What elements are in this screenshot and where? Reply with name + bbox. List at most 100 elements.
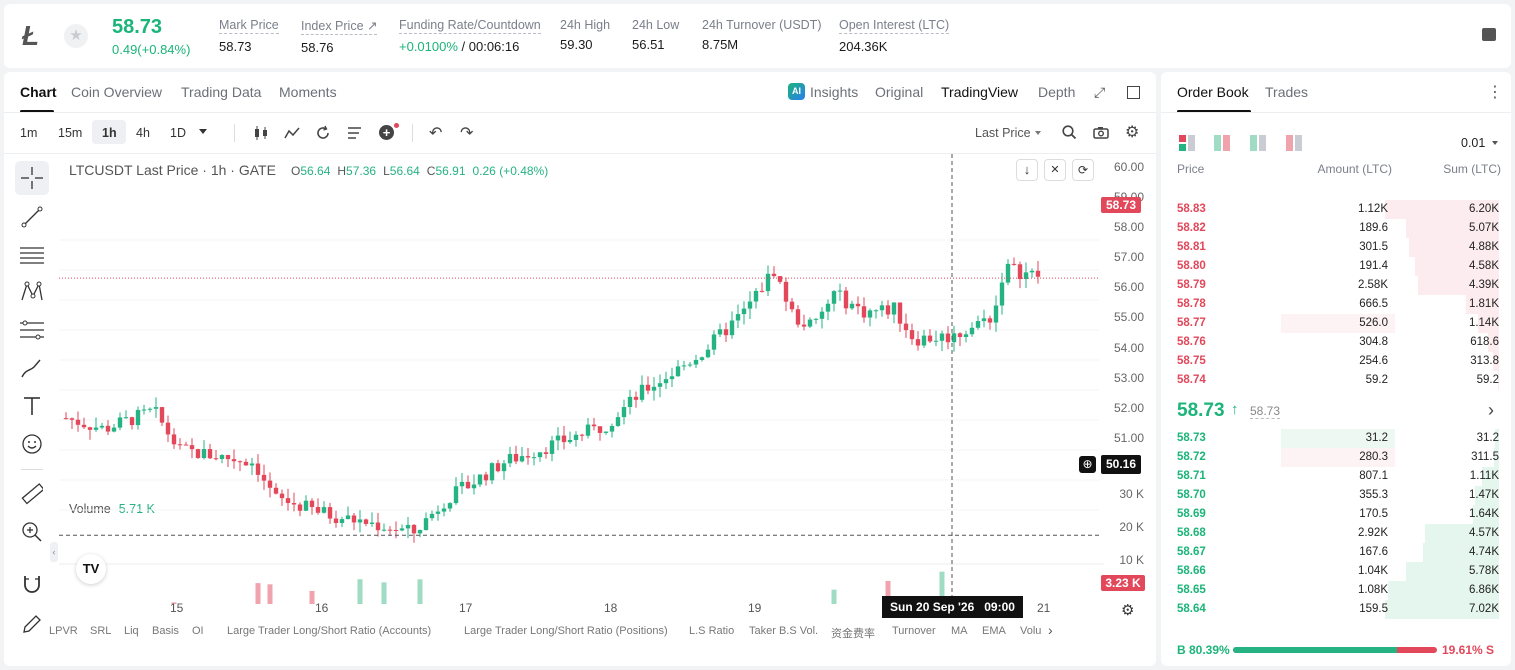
candle-body — [843, 290, 849, 309]
trendline-tool-icon[interactable] — [15, 200, 49, 234]
gear-icon[interactable]: ⚙ — [1125, 124, 1140, 141]
scroll-down-icon[interactable]: ↓ — [1016, 159, 1038, 181]
pen-lock-tool-icon[interactable] — [15, 607, 49, 641]
tab-order-book[interactable]: Order Book — [1177, 84, 1249, 100]
indicator-tab[interactable]: Large Trader Long/Short Ratio (Accounts) — [227, 625, 432, 637]
fibonacci-tool-icon[interactable] — [15, 313, 49, 347]
bid-row[interactable]: 58.66 1.04K 5.78K — [1161, 562, 1511, 581]
add-indicator-icon[interactable]: + — [379, 125, 394, 140]
compare-icon[interactable] — [315, 125, 331, 141]
indicator-tab[interactable]: LPVR — [49, 625, 78, 637]
book-icon[interactable] — [1482, 28, 1496, 41]
candle-body — [273, 487, 279, 494]
indicator-tab[interactable]: SRL — [90, 625, 112, 637]
bid-row[interactable]: 58.69 170.5 1.64K — [1161, 505, 1511, 524]
ask-amount: 1.12K — [1357, 203, 1388, 215]
bid-row[interactable]: 58.71 807.1 1.11K — [1161, 467, 1511, 486]
indicator-tab[interactable]: Liq — [124, 625, 139, 637]
candlestick-chart[interactable] — [4, 154, 1156, 604]
precision-chevron-down-icon[interactable] — [1492, 141, 1498, 145]
ask-row[interactable]: 58.82 189.6 5.07K — [1161, 219, 1511, 238]
view-bids-icon[interactable] — [1250, 135, 1266, 151]
indicator-tab[interactable]: MA — [951, 625, 968, 637]
candle-type-icon[interactable] — [253, 126, 269, 140]
ask-row[interactable]: 58.80 191.4 4.58K — [1161, 257, 1511, 276]
camera-icon[interactable] — [1093, 126, 1109, 139]
indicator-tab[interactable]: 资金费率 — [831, 628, 875, 640]
indicator-tab[interactable]: Volu — [1020, 625, 1042, 637]
template-icon[interactable] — [347, 126, 363, 140]
tab-moments[interactable]: Moments — [279, 84, 337, 100]
text-tool-icon[interactable] — [15, 389, 49, 423]
ask-row[interactable]: 58.79 2.58K 4.39K — [1161, 276, 1511, 295]
bid-row[interactable]: 58.67 167.6 4.74K — [1161, 543, 1511, 562]
mid-chevron-right-icon[interactable]: › — [1488, 400, 1494, 420]
ask-row[interactable]: 58.77 526.0 1.14K — [1161, 314, 1511, 333]
indicator-tab[interactable]: Large Trader Long/Short Ratio (Positions… — [464, 625, 668, 637]
indicator-tab[interactable]: Turnover — [892, 625, 936, 637]
crosshair-tool-icon[interactable] — [15, 161, 49, 195]
brush-tool-icon[interactable] — [15, 351, 49, 385]
view-both-alt-icon[interactable] — [1214, 135, 1230, 151]
indicator-tab[interactable]: OI — [192, 625, 204, 637]
precision-select[interactable]: 0.01 — [1461, 136, 1486, 150]
bid-row[interactable]: 58.70 355.3 1.47K — [1161, 486, 1511, 505]
indicator-tab[interactable]: Basis — [152, 625, 179, 637]
ask-row[interactable]: 58.81 301.5 4.88K — [1161, 238, 1511, 257]
magnet-tool-icon[interactable] — [15, 567, 49, 601]
price-type-chevron-down-icon[interactable] — [1035, 131, 1041, 135]
ask-row[interactable]: 58.78 666.5 1.81K — [1161, 295, 1511, 314]
favorite-star-icon[interactable]: ★ — [64, 24, 88, 48]
tab-coin-overview[interactable]: Coin Overview — [71, 84, 163, 100]
window-icon[interactable] — [1127, 86, 1140, 99]
price-type-select[interactable]: Last Price — [975, 126, 1031, 140]
indicator-tab[interactable]: EMA — [982, 625, 1006, 637]
indicator-tab[interactable]: L.S Ratio — [689, 625, 735, 637]
index-price-stat[interactable]: Index Price ↗ 58.76 — [301, 18, 378, 55]
more-options-icon[interactable]: ⋮ — [1487, 84, 1503, 101]
zoom-in-tool-icon[interactable] — [15, 515, 49, 549]
view-asks-icon[interactable] — [1286, 135, 1302, 151]
ask-row[interactable]: 58.75 254.6 313.8 — [1161, 352, 1511, 371]
index-price-label[interactable]: Index Price ↗ — [301, 19, 378, 35]
interval-1d[interactable]: 1D — [170, 126, 186, 140]
tab-chart[interactable]: Chart — [20, 84, 57, 100]
funding-rate-label: Funding Rate/Countdown — [399, 18, 541, 34]
chart-settings-icon[interactable]: ⚙ — [1121, 602, 1135, 619]
tab-depth[interactable]: Depth — [1038, 84, 1076, 100]
indicators-next-icon[interactable]: › — [1048, 622, 1053, 638]
ask-row[interactable]: 58.76 304.8 618.6 — [1161, 333, 1511, 352]
bid-row[interactable]: 58.73 31.2 31.2 — [1161, 429, 1511, 448]
collapse-toolbar-icon[interactable]: ‹ — [50, 542, 58, 562]
tab-trades[interactable]: Trades — [1265, 84, 1309, 100]
undo-icon[interactable]: ↶ — [429, 125, 443, 142]
horizontal-lines-tool-icon[interactable] — [15, 238, 49, 272]
interval-1h[interactable]: 1h — [102, 126, 117, 140]
reset-chart-icon[interactable]: ⟳ — [1072, 159, 1094, 181]
tab-trading-data[interactable]: Trading Data — [181, 84, 262, 100]
tab-tradingview[interactable]: TradingView — [941, 84, 1019, 100]
add-alert-icon[interactable]: ⊕ — [1079, 456, 1096, 473]
ask-row[interactable]: 58.83 1.12K 6.20K — [1161, 200, 1511, 219]
ruler-tool-icon[interactable] — [15, 477, 49, 511]
indicators-icon[interactable] — [284, 126, 300, 140]
interval-4h[interactable]: 4h — [136, 126, 150, 140]
bid-row[interactable]: 58.72 280.3 311.5 — [1161, 448, 1511, 467]
interval-15m[interactable]: 15m — [58, 126, 83, 140]
search-icon[interactable] — [1062, 125, 1077, 140]
emoji-tool-icon[interactable] — [15, 427, 49, 461]
bid-row[interactable]: 58.68 2.92K 4.57K — [1161, 524, 1511, 543]
redo-icon[interactable]: ↷ — [460, 125, 474, 142]
tab-insights[interactable]: Insights — [810, 84, 859, 100]
interval-1m[interactable]: 1m — [20, 126, 38, 140]
pattern-tool-icon[interactable] — [15, 275, 49, 309]
view-both-icon[interactable] — [1179, 135, 1195, 151]
ask-row[interactable]: 58.74 59.2 59.2 — [1161, 371, 1511, 390]
tab-original[interactable]: Original — [875, 84, 924, 100]
expand-icon[interactable]: ⤢ — [1094, 84, 1106, 100]
indicator-tab[interactable]: Taker B.S Vol. — [749, 625, 819, 637]
bid-row[interactable]: 58.64 159.5 7.02K — [1161, 600, 1511, 619]
interval-chevron-down-icon[interactable] — [199, 129, 207, 134]
bid-row[interactable]: 58.65 1.08K 6.86K — [1161, 581, 1511, 600]
collapse-chart-icon[interactable]: ✕ — [1044, 159, 1066, 181]
